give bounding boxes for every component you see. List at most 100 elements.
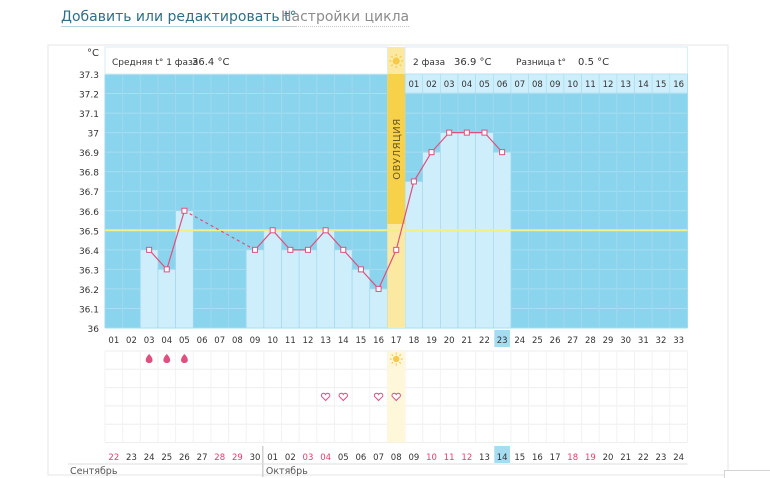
temperature-segment — [395, 181, 415, 250]
cycle-day-label: 32 — [656, 336, 667, 346]
calendar-date-label: 24 — [144, 453, 155, 463]
temperature-bar — [157, 269, 176, 329]
temperature-point — [446, 129, 453, 136]
phase2-label: 2 фаза — [413, 58, 445, 68]
cycle-day-label: 27 — [567, 336, 578, 346]
y-axis-unit: °C — [87, 48, 99, 59]
temperature-segment — [166, 210, 185, 270]
phase1-label: Средняя t° 1 фаза — [112, 58, 198, 68]
cycle-day-label: 02 — [126, 336, 137, 346]
cycle-day-label: 21 — [461, 336, 472, 346]
cycle-day-label: 11 — [285, 336, 296, 346]
cycle-day-label: 31 — [638, 336, 649, 346]
cycle-day-label: 03 — [144, 336, 155, 346]
phase2-day-label: 07 — [514, 80, 525, 90]
y-tick-label: 37.2 — [79, 91, 99, 101]
y-tick-label: 37.3 — [79, 71, 99, 81]
cycle-day-label: 19 — [426, 336, 437, 346]
temperature-bar — [369, 288, 388, 329]
calendar-date-label: 19 — [585, 453, 596, 463]
phase2-value: 36.9 °C — [454, 57, 491, 68]
ovulation-label: ОВУЛЯЦИЯ — [392, 118, 403, 180]
temperature-point — [340, 246, 347, 253]
heart-icon — [320, 392, 331, 402]
cycle-day-label: 30 — [620, 336, 631, 346]
phase2-day-label: 15 — [656, 80, 667, 90]
month-label: Октябрь — [266, 466, 308, 477]
calendar-date-label: 30 — [250, 453, 261, 463]
temperature-point — [357, 266, 364, 273]
cycle-day-label: 22 — [479, 336, 490, 346]
cycle-day-label: 13 — [320, 336, 331, 346]
phase2-day-label: 14 — [638, 80, 649, 90]
y-tick-label: 36.5 — [79, 227, 99, 237]
today-day-highlight — [494, 330, 510, 347]
cycle-day-label: 33 — [673, 336, 684, 346]
calendar-date-label: 06 — [356, 453, 367, 463]
month-label: Сентябрь — [70, 466, 118, 477]
temperature-point — [269, 227, 276, 234]
calendar-date-label: 17 — [550, 453, 561, 463]
phase1-header — [104, 46, 388, 75]
calendar-date-label: 10 — [426, 453, 437, 463]
temperature-point — [146, 246, 153, 253]
temperature-point — [287, 246, 294, 253]
phase2-diff-value: 0.5 °C — [578, 57, 609, 68]
y-tick-label: 37 — [88, 130, 99, 140]
temperature-bar — [263, 230, 282, 329]
cycle-day-label: 20 — [444, 336, 455, 346]
y-tick-label: 36.8 — [79, 169, 99, 179]
calendar-date-label: 12 — [461, 453, 472, 463]
phase2-day-label: 05 — [479, 80, 490, 90]
tab-edit-temperature[interactable]: Добавить или редактировать t° — [61, 9, 297, 27]
y-tick-label: 36.6 — [79, 208, 99, 218]
phase2-day-label: 11 — [585, 80, 596, 90]
cycle-day-label: 12 — [303, 336, 314, 346]
temperature-bar — [140, 249, 159, 329]
temperature-segment — [378, 249, 397, 290]
today-date-highlight — [494, 446, 510, 463]
cycle-day-label: 28 — [585, 336, 596, 346]
temperature-segment — [254, 229, 274, 251]
calendar-date-label: 05 — [338, 453, 349, 463]
tab-cycle-settings[interactable]: Настройки цикла — [281, 9, 410, 27]
cycle-day-label: 06 — [197, 336, 208, 346]
cycle-day-label: 05 — [179, 336, 190, 346]
cycle-day-label: 07 — [214, 336, 225, 346]
temperature-segment — [342, 249, 362, 270]
cycle-day-label: 25 — [532, 336, 543, 346]
y-tick-label: 36.9 — [79, 149, 99, 159]
temperature-point — [163, 266, 170, 273]
heart-icon — [373, 392, 384, 402]
temperature-segment — [360, 268, 380, 290]
y-tick-label: 36.3 — [79, 266, 99, 276]
ovulation-strip — [387, 74, 406, 224]
temperature-point — [499, 149, 506, 156]
phase2-day-cell — [669, 73, 688, 94]
temperature-point — [463, 129, 470, 136]
cycle-day-label: 01 — [108, 336, 119, 346]
temperature-point — [410, 178, 417, 185]
temperature-segment — [413, 151, 433, 182]
cycle-day-label: 18 — [408, 336, 419, 346]
phase2-day-label: 02 — [426, 80, 437, 90]
phase2-header — [404, 46, 688, 75]
cycle-day-label: 23 — [497, 336, 508, 346]
calendar-date-label: 25 — [161, 453, 172, 463]
cycle-day-label: 29 — [603, 336, 614, 346]
phase2-day-label: 03 — [444, 80, 455, 90]
phase2-day-label: 10 — [567, 80, 578, 90]
calendar-date-label: 04 — [320, 453, 331, 463]
temperature-segment — [484, 132, 503, 153]
calendar-date-label: 11 — [444, 453, 455, 463]
calendar-date-label: 14 — [497, 453, 508, 463]
calendar-date-label: 28 — [214, 453, 225, 463]
cycle-day-label: 24 — [514, 336, 525, 346]
calendar-date-label: 29 — [232, 453, 243, 463]
temperature-bar — [334, 249, 353, 329]
heart-icon — [391, 392, 401, 402]
temperature-segment — [307, 229, 327, 251]
y-tick-label: 36.2 — [79, 286, 99, 296]
calendar-date-label: 20 — [603, 453, 614, 463]
cycle-day-label: 08 — [232, 336, 243, 346]
